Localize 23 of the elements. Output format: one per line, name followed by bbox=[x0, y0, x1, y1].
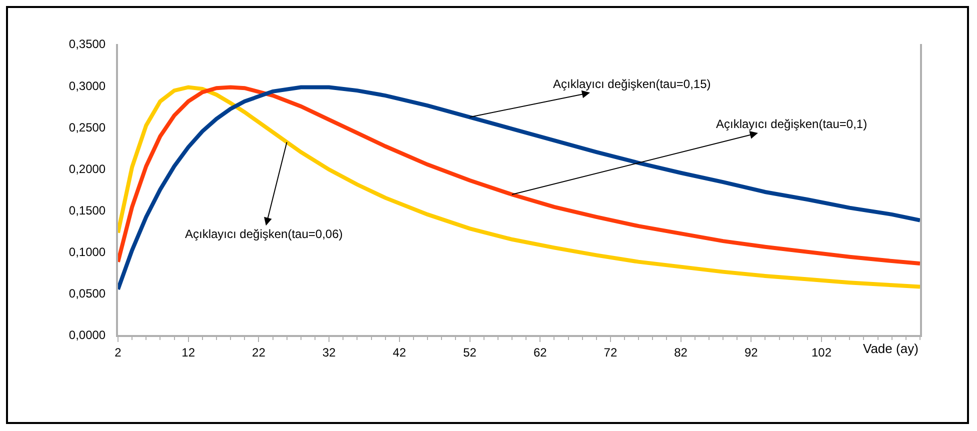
annotation: Açıklayıcı değişken(tau=0,1) bbox=[716, 117, 868, 131]
x-tick-label: 42 bbox=[392, 345, 406, 360]
y-tick-label: 0,1000 bbox=[68, 245, 106, 260]
y-tick-label: 0,0000 bbox=[68, 328, 106, 342]
y-tick-label: 0,1500 bbox=[68, 203, 106, 218]
y-tick-label: 0,3500 bbox=[68, 37, 106, 52]
y-tick-label: 0,3000 bbox=[68, 78, 106, 93]
x-tick-label: 62 bbox=[533, 345, 548, 360]
x-tick-label: 102 bbox=[811, 345, 832, 360]
x-tick-label: 52 bbox=[463, 345, 477, 360]
x-tick-label: 92 bbox=[744, 345, 758, 360]
x-axis-title: Vade (ay) bbox=[863, 341, 918, 356]
x-tick-label: 82 bbox=[674, 345, 688, 360]
annotation: Açıklayıcı değişken(tau=0,15) bbox=[553, 77, 711, 91]
y-tick-label: 0,2000 bbox=[68, 162, 106, 176]
x-tick-label: 12 bbox=[182, 345, 196, 360]
x-tick-label: 32 bbox=[322, 345, 336, 360]
annotation: Açıklayıcı değişken(tau=0,06) bbox=[185, 227, 343, 241]
x-tick-label: 2 bbox=[114, 345, 122, 360]
y-tick-label: 0,0500 bbox=[68, 286, 106, 301]
x-tick-label: 22 bbox=[252, 345, 266, 360]
x-tick-label: 72 bbox=[604, 345, 618, 360]
y-tick-label: 0,2500 bbox=[68, 120, 106, 134]
